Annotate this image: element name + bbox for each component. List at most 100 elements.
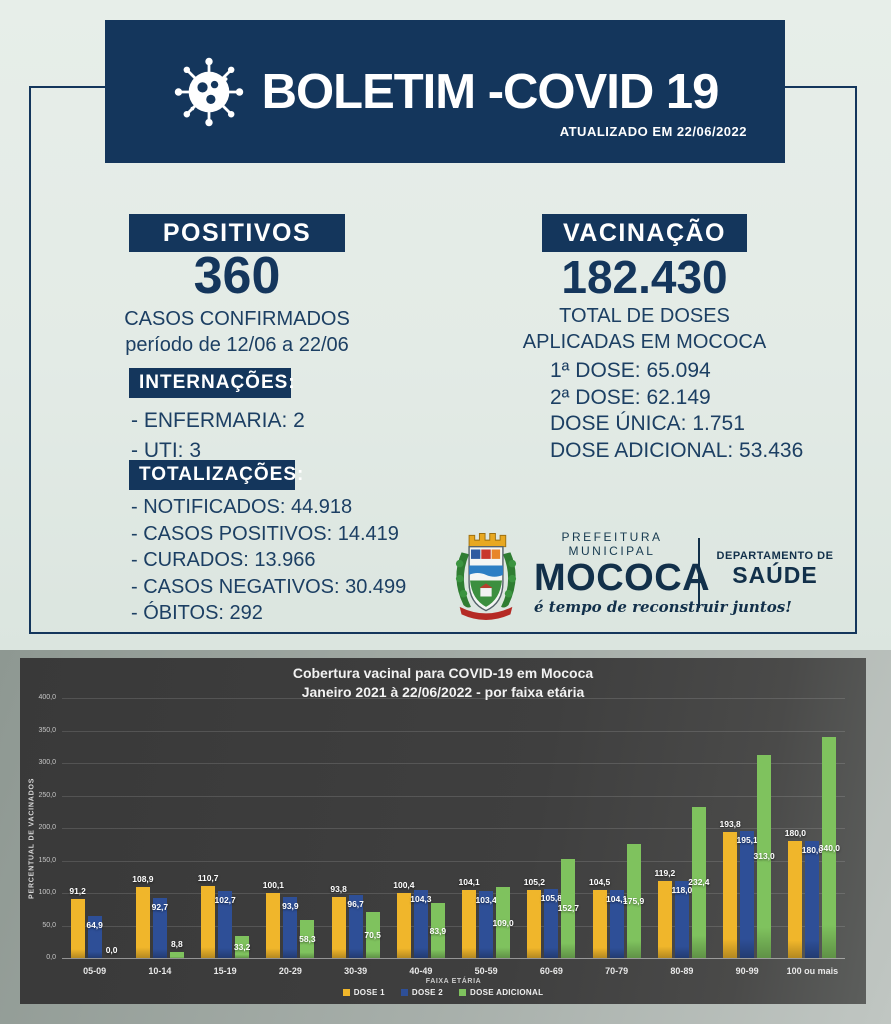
internacoes-badge: INTERNAÇÕES: [129,368,295,398]
bar-dose-adicional [300,920,315,958]
legend-item: DOSE 1 [342,988,385,997]
department-line2: SAÚDE [732,562,818,588]
bar-value-label: 93,9 [282,900,299,911]
chart-title: Cobertura vacinal para COVID-19 em Mococ… [292,665,594,681]
dose-item: DOSE ÚNICA: 1.751 [550,412,745,435]
bar-value-label: 93,8 [330,884,347,895]
bar-value-label: 33,2 [233,942,251,953]
bar-dose-1 [396,892,411,958]
bar-value-label: 108,9 [132,874,154,885]
bar-dose-1 [657,880,672,958]
totalizacoes-item: - NOTIFICADOS: 44.918 [131,496,353,518]
positivos-subtitle: CASOS CONFIRMADOS período de 12/06 a 22/… [75,306,399,358]
chart-subtitle: Janeiro 2021 à 22/06/2022 - por faixa et… [301,684,585,700]
gridline [62,730,845,732]
bar-dose-1 [462,890,477,958]
totalizacoes-badge: TOTALIZAÇÕES: [129,460,303,490]
bar-dose-1 [788,841,803,958]
gridline [62,893,845,894]
positivos-subtitle-line2: período de 12/06 a 22/06 [125,334,349,356]
vacinacao-subtitle-line2: APLICADAS EM MOCOCA [522,331,767,353]
bar-value-label: 104,1 [458,877,480,888]
x-tick-label: 100 ou mais [786,966,839,976]
bar-value-label: 109,0 [492,917,514,928]
gridline [62,925,845,927]
bar-value-label: 232,4 [688,877,710,888]
positivos-badge: POSITIVOS [129,214,345,252]
bar-value-label: 64,9 [86,919,103,930]
legend-label: DOSE 1 [353,988,385,997]
bar-value-label: 175,9 [622,895,645,906]
department-block: DEPARTAMENTO DE SAÚDE [710,550,840,589]
bar-value-label: 105,8 [540,893,563,904]
bar-value-label: 180,0 [801,845,824,855]
bar-dose-2 [413,890,428,958]
dose-item: 1ª DOSE: 65.094 [550,359,711,382]
virus-icon [174,57,243,126]
bar-value-label: 100,4 [393,879,415,890]
bar-value-label: 92,7 [151,901,169,912]
y-tick-label: 100,0 [38,889,56,896]
bar-dose-adicional [561,858,576,958]
legend-swatch [400,989,408,996]
totalizacoes-list: - NOTIFICADOS: 44.918 - CASOS POSITIVOS:… [131,494,406,627]
gridline [62,763,845,764]
bar-dose-adicional [757,754,772,958]
totalizacoes-item: - ÓBITOS: 292 [131,602,263,624]
bar-value-label: 119,2 [654,867,676,878]
internacoes-item: - UTI: 3 [131,439,202,462]
bar-dose-1 [70,898,85,958]
y-tick-label: 200,0 [38,824,56,831]
logo-text-block: PREFEITURA MUNICIPAL MOCOCA é tempo de r… [534,530,792,616]
bar-dose-adicional [822,737,837,958]
bar-dose-1 [527,889,542,958]
bar-dose-adicional [235,936,250,958]
gridline [62,795,845,797]
header-banner: BOLETIM -COVID 19 ATUALIZADO EM 22/06/20… [105,20,785,163]
logo-city-name: MOCOCA [534,557,711,599]
legend-item: DOSE 2 [400,988,443,997]
bar-dose-adicional [169,952,184,958]
bar-dose-1 [135,887,150,958]
x-tick-label: 40-49 [409,966,433,976]
legend-swatch [342,989,350,996]
bar-value-label: 83,9 [429,925,447,936]
mococa-crest [455,533,517,620]
x-tick-label: 15-19 [213,966,237,976]
bar-dose-2 [348,895,363,958]
chart-legend: DOSE 1 DOSE 2 DOSE ADICIONAL [20,988,866,997]
bar-dose-2 [544,889,559,958]
bar-dose-adicional [496,887,511,958]
bar-value-label: 193,8 [719,819,741,830]
y-tick-label: 0,0 [46,954,56,961]
bar-dose-2 [283,896,298,958]
x-tick-label: 90-99 [735,966,759,976]
gridline [62,698,845,699]
vacinacao-value: 182.430 [561,251,728,303]
totalizacoes-item: - CASOS NEGATIVOS: 30.499 [131,575,407,598]
chart-plot: 0,0 50,0 100,0 150,0 200,0 250,0 300,0 350,0 400… [20,658,866,1004]
bar-value-label: 180,0 [784,828,807,838]
x-axis-title: FAIXA ETÁRIA [425,978,482,985]
x-tick-label: 50-59 [474,966,498,976]
x-tick-label: 80-89 [670,966,694,976]
page-title: BOLETIM -COVID 19 [261,64,720,119]
bar-value-label: 104,5 [588,877,611,888]
bar-dose-1 [331,897,346,958]
positivos-subtitle-line1: CASOS CONFIRMADOS [124,308,350,330]
bar-dose-2 [479,890,494,958]
x-tick-label: 10-14 [148,966,172,976]
positivos-value: 360 [193,247,281,305]
internacoes-list: - ENFERMARIA: 2 - UTI: 3 [131,406,305,466]
x-tick-label: 60-69 [539,966,563,976]
vaccination-chart: Cobertura vacinal para COVID-19 em Mococ… [20,658,866,1004]
totalizacoes-item: - CASOS POSITIVOS: 14.419 [131,522,399,545]
bar-value-label: 152,7 [557,903,580,914]
bar-value-label: 8,8 [170,939,183,950]
y-tick-label: 150,0 [38,856,56,864]
bar-value-label: 102,7 [214,895,236,906]
logo-pretitle: PREFEITURA MUNICIPAL [561,530,663,558]
bar-value-label: 195,1 [736,835,758,846]
y-tick-label: 50,0 [42,921,56,929]
bar-value-label: 96,7 [347,899,364,910]
